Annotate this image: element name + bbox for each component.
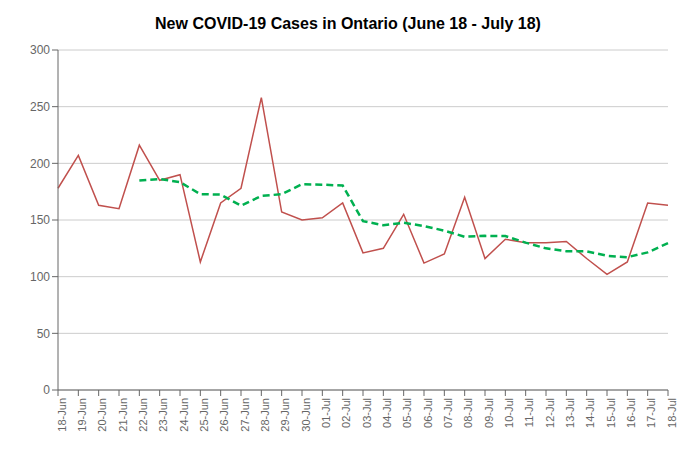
svg-text:18-Jun: 18-Jun: [56, 398, 68, 432]
svg-text:26-Jun: 26-Jun: [218, 398, 230, 432]
svg-text:04-Jul: 04-Jul: [381, 398, 393, 428]
svg-text:25-Jun: 25-Jun: [198, 398, 210, 432]
svg-text:20-Jun: 20-Jun: [96, 398, 108, 432]
svg-text:09-Jul: 09-Jul: [483, 398, 495, 428]
svg-text:12-Jul: 12-Jul: [544, 398, 556, 428]
svg-text:50: 50: [37, 327, 51, 341]
svg-text:150: 150: [30, 213, 50, 227]
svg-text:10-Jul: 10-Jul: [503, 398, 515, 428]
svg-text:250: 250: [30, 100, 50, 114]
svg-text:15-Jul: 15-Jul: [605, 398, 617, 428]
svg-text:29-Jun: 29-Jun: [279, 398, 291, 432]
svg-text:200: 200: [30, 157, 50, 171]
svg-text:13-Jul: 13-Jul: [564, 398, 576, 428]
svg-text:08-Jul: 08-Jul: [462, 398, 474, 428]
svg-text:22-Jun: 22-Jun: [137, 398, 149, 432]
svg-text:11-Jul: 11-Jul: [523, 398, 535, 427]
svg-text:17-Jul: 17-Jul: [645, 398, 657, 428]
svg-text:01-Jul: 01-Jul: [320, 398, 332, 428]
svg-text:14-Jul: 14-Jul: [584, 398, 596, 428]
svg-text:16-Jul: 16-Jul: [625, 398, 637, 428]
svg-text:18-Jul: 18-Jul: [666, 398, 678, 428]
svg-text:0: 0: [43, 383, 50, 397]
svg-text:03-Jul: 03-Jul: [361, 398, 373, 428]
svg-text:300: 300: [30, 43, 50, 57]
svg-text:30-Jun: 30-Jun: [300, 398, 312, 432]
svg-text:06-Jul: 06-Jul: [422, 398, 434, 428]
svg-text:05-Jul: 05-Jul: [401, 398, 413, 428]
html-text:New COVID-19 Cases in Ontario: New COVID-19 Cases in Ontario (June 18 -…: [155, 15, 541, 32]
svg-text:07-Jul: 07-Jul: [442, 398, 454, 428]
svg-text:27-Jun: 27-Jun: [239, 398, 251, 432]
svg-text:21-Jun: 21-Jun: [117, 398, 129, 432]
svg-text:100: 100: [30, 270, 50, 284]
svg-text:02-Jul: 02-Jul: [340, 398, 352, 428]
svg-text:23-Jun: 23-Jun: [157, 398, 169, 432]
svg-text:19-Jun: 19-Jun: [76, 398, 88, 432]
svg-text:28-Jun: 28-Jun: [259, 398, 271, 432]
svg-text:24-Jun: 24-Jun: [178, 398, 190, 432]
